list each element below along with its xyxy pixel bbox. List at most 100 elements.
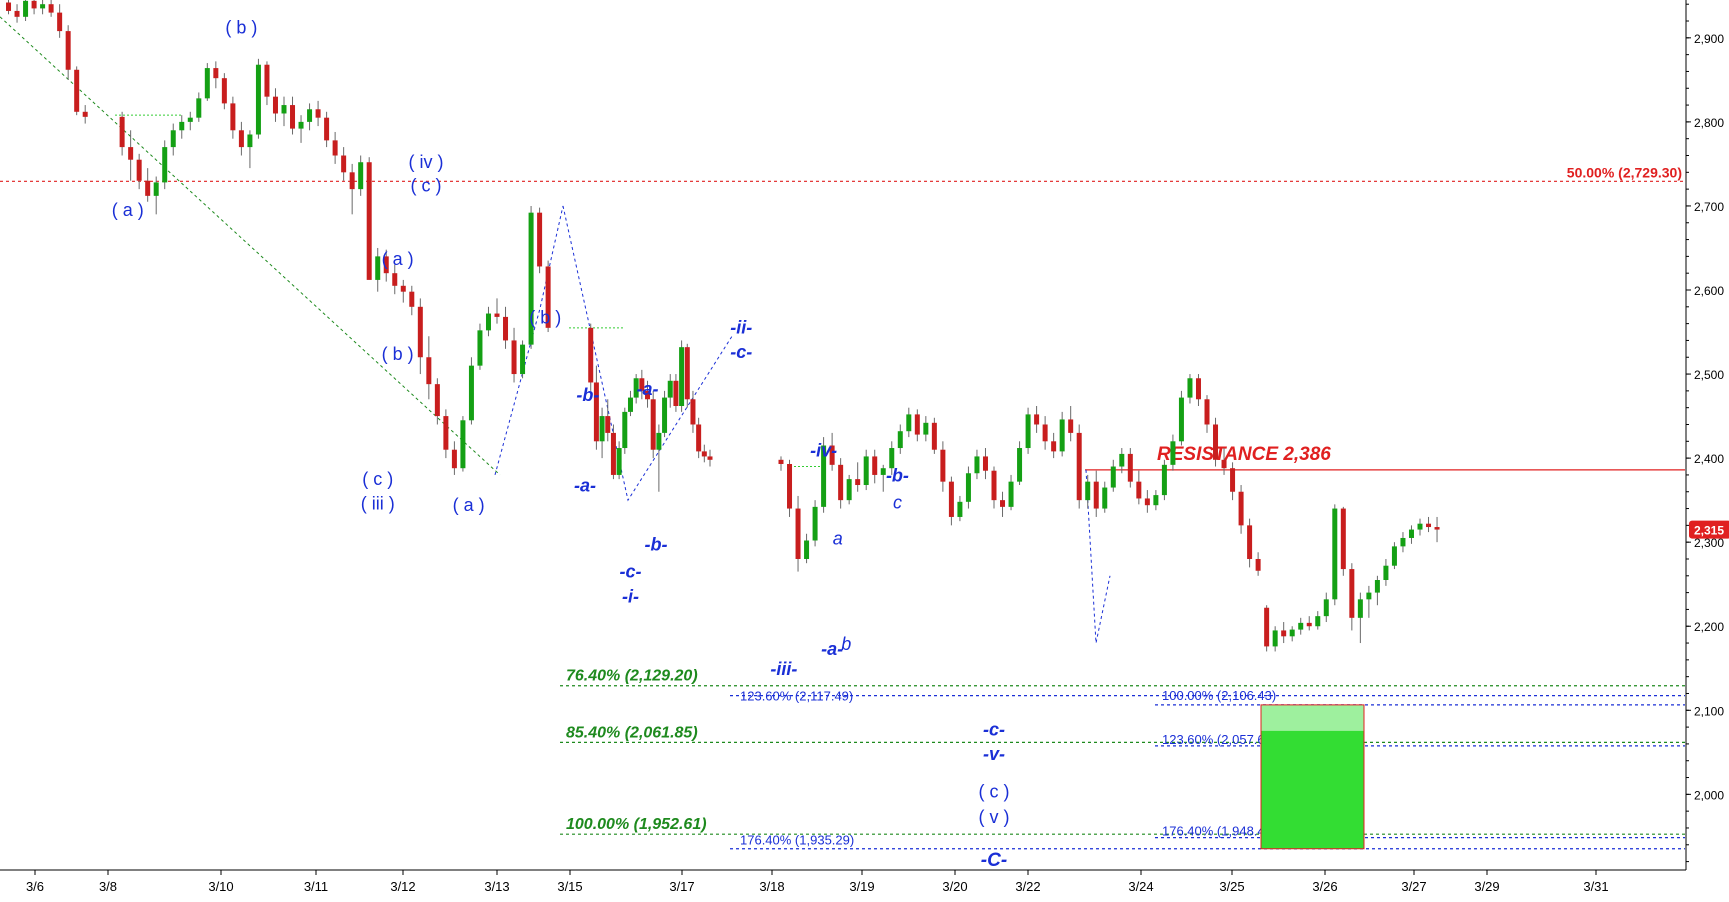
- wave-label: ( a ): [112, 200, 144, 220]
- candle-body: [812, 506, 818, 541]
- candle-body: [633, 378, 639, 398]
- candle-body: [426, 357, 432, 385]
- candle-body: [1110, 466, 1116, 488]
- candle-body: [400, 285, 406, 292]
- candle-body: [690, 399, 696, 425]
- candle-body: [213, 68, 219, 79]
- level-label: 176.40% (1,935.29): [740, 833, 854, 848]
- candle-body: [40, 4, 46, 9]
- y-tick-label: 2,900: [1694, 32, 1724, 46]
- candle-body: [1102, 487, 1108, 509]
- candle-body: [1374, 580, 1380, 593]
- candle-body: [855, 479, 861, 486]
- candle-body: [1315, 616, 1321, 627]
- candle-body: [863, 456, 869, 486]
- candle-body: [221, 78, 227, 104]
- candle-body: [1434, 527, 1440, 530]
- candle-body: [298, 121, 304, 129]
- wave-label: -b-: [645, 535, 668, 555]
- candle-body: [610, 432, 616, 475]
- candle-body: [145, 180, 151, 196]
- candle-body: [31, 0, 37, 9]
- candle-body: [247, 134, 253, 148]
- candle-body: [230, 103, 236, 131]
- candle-body: [991, 470, 997, 501]
- candle-body: [804, 540, 810, 559]
- x-tick-label: 3/6: [26, 879, 44, 894]
- candle-body: [679, 347, 685, 406]
- wave-label: ( b ): [225, 18, 257, 38]
- wave-label: -v-: [983, 744, 1005, 764]
- candle-body: [255, 64, 261, 135]
- candle-body: [1272, 630, 1278, 647]
- candle-body: [622, 411, 628, 449]
- candle-body: [778, 459, 784, 464]
- wave-label: -i-: [622, 587, 639, 607]
- candle-body: [1025, 414, 1031, 449]
- candle-body: [1178, 397, 1184, 442]
- candle-body: [1408, 529, 1414, 538]
- candle-body: [838, 464, 844, 501]
- x-tick-label: 3/27: [1401, 879, 1426, 894]
- wave-label: ( a ): [453, 495, 485, 515]
- candle-body: [417, 306, 423, 358]
- candle-body: [846, 479, 852, 501]
- x-tick-label: 3/10: [208, 879, 233, 894]
- candle-body: [616, 448, 622, 475]
- candle-body: [1000, 500, 1006, 507]
- level-label: 100.00% (2,106.43): [1162, 688, 1276, 703]
- candle-body: [795, 508, 801, 559]
- candle-body: [1417, 523, 1423, 530]
- x-tick-label: 3/13: [484, 879, 509, 894]
- candle-body: [829, 445, 835, 465]
- candle-body: [460, 420, 466, 469]
- candle-body: [914, 414, 920, 435]
- y-tick-label: 2,600: [1694, 284, 1724, 298]
- wave-label: ( a ): [382, 249, 414, 269]
- candle-body: [593, 382, 599, 442]
- candle-body: [1204, 399, 1210, 425]
- candle-body: [965, 473, 971, 502]
- candle-body: [1144, 498, 1150, 506]
- candle-body: [1255, 558, 1261, 571]
- candle-body: [701, 451, 707, 457]
- level-label: 100.00% (1,952.61): [566, 816, 707, 833]
- x-tick-label: 3/20: [942, 879, 967, 894]
- wave-label: ( iii ): [361, 493, 395, 513]
- candle-body: [1298, 622, 1304, 630]
- candle-body: [1306, 622, 1312, 627]
- level-label: 123.60% (2,057.64): [1162, 732, 1276, 747]
- x-tick-label: 3/24: [1128, 879, 1153, 894]
- candle-body: [170, 130, 176, 148]
- level-label: 50.00% (2,729.30): [1567, 164, 1682, 180]
- candle-body: [48, 4, 54, 13]
- level-label: 85.40% (2,061.85): [566, 724, 698, 741]
- candle-body: [627, 397, 633, 412]
- candle-body: [982, 456, 988, 471]
- x-tick-label: 3/18: [759, 879, 784, 894]
- candle-body: [1264, 607, 1270, 647]
- candle-body: [1017, 448, 1023, 482]
- candle-body: [599, 416, 605, 442]
- candle-body: [6, 2, 12, 11]
- candle-body: [974, 456, 980, 474]
- candle-body: [341, 155, 347, 173]
- x-tick-label: 3/19: [849, 879, 874, 894]
- candle-body: [528, 212, 534, 345]
- candle-body: [696, 424, 702, 452]
- candle-body: [520, 344, 526, 375]
- wave-label: a: [833, 529, 843, 549]
- candle-body: [443, 416, 449, 450]
- candle-body: [588, 327, 594, 383]
- candle-body: [375, 256, 381, 280]
- candle-body: [1221, 459, 1227, 469]
- wave-label: ( c ): [411, 176, 442, 196]
- candle-body: [332, 140, 338, 156]
- wave-label: ( iv ): [409, 152, 444, 172]
- level-label: 176.40% (1,948.48): [1162, 824, 1276, 839]
- candle-body: [290, 105, 296, 129]
- x-tick-label: 3/31: [1583, 879, 1608, 894]
- candle-body: [494, 313, 500, 317]
- candle-body: [662, 397, 668, 433]
